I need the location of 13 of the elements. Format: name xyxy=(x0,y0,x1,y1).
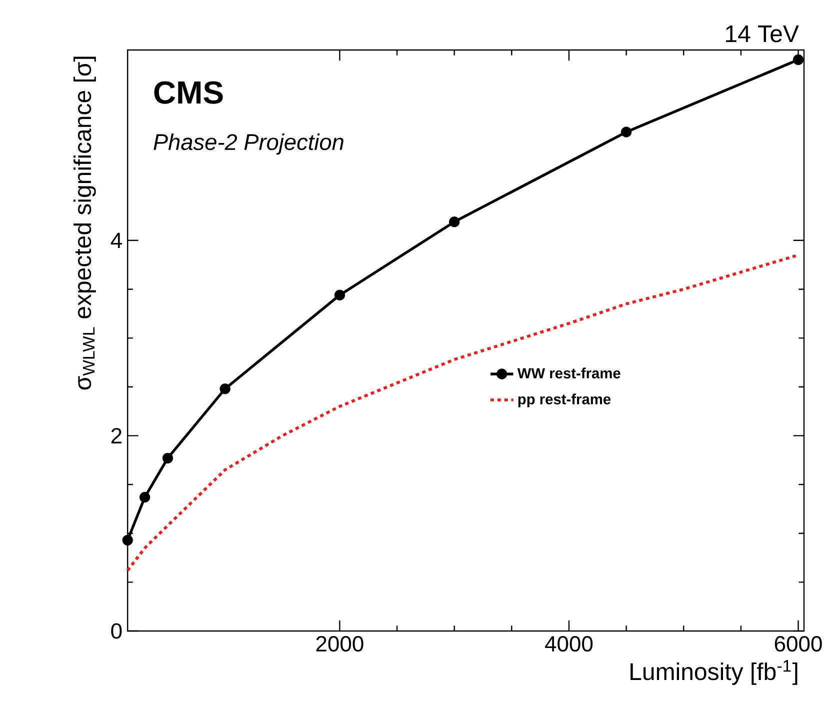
x-tick-label: 2000 xyxy=(316,636,364,652)
x-tick-label: 4000 xyxy=(545,636,593,652)
x-axis-title: Luminosity [fb$^{-1}$] xyxy=(630,660,798,685)
y-tick-label: 4 xyxy=(110,232,122,248)
legend-label: WW rest-frame xyxy=(517,368,620,378)
annotation: Phase-2 Projection xyxy=(154,133,344,155)
text: 14 TeV xyxy=(726,26,799,42)
y-tick-label: 2 xyxy=(111,428,122,444)
annotation: CMS xyxy=(154,81,223,104)
y-axis-title: σ$_{WLWL}$ expected significance [σ] xyxy=(74,56,96,390)
legend-label: pp rest-frame xyxy=(518,394,611,408)
y-tick-label: 0 xyxy=(111,623,122,639)
x-tick-label: 6000 xyxy=(774,636,822,652)
